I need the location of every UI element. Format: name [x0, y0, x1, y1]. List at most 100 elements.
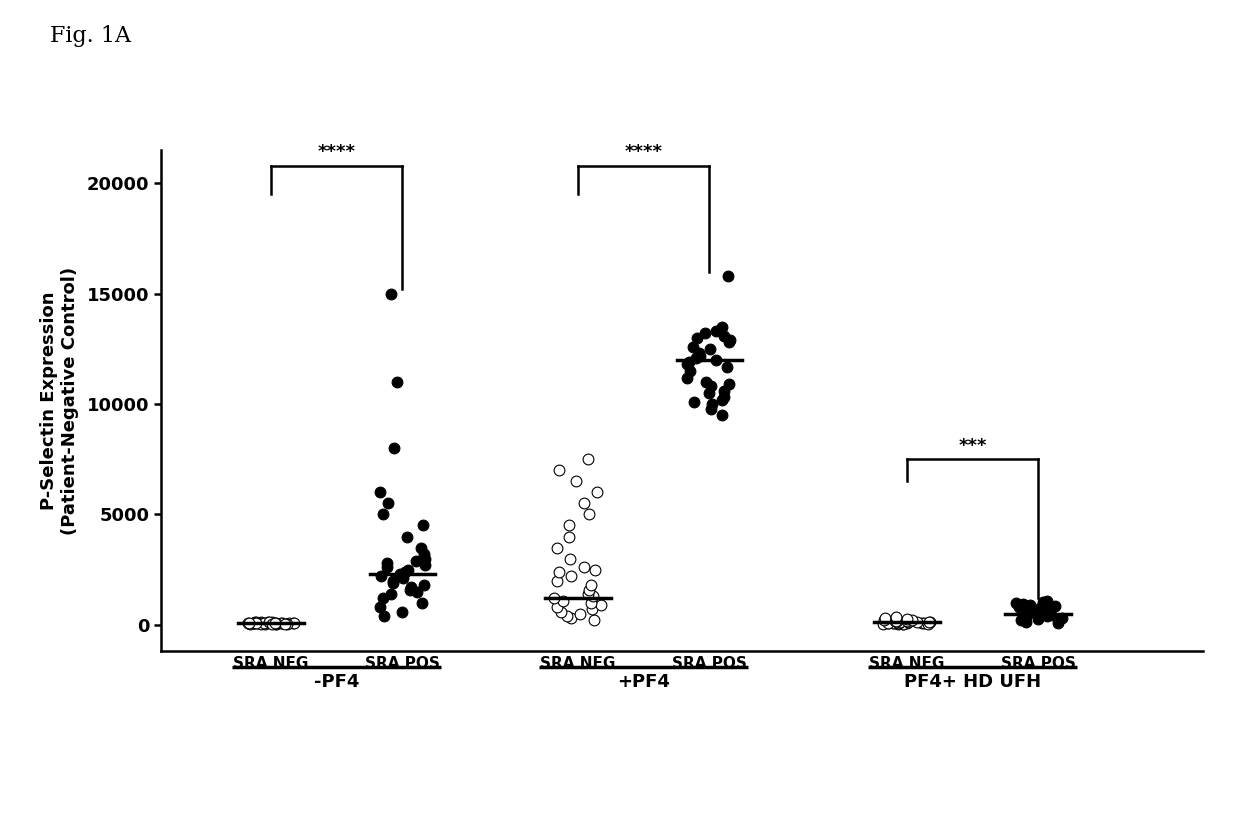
Point [1048, 616, 1068, 630]
Point [888, 617, 908, 630]
Point [583, 590, 603, 603]
Point [1037, 594, 1056, 607]
Point [890, 615, 910, 629]
Point [383, 574, 403, 587]
Point [887, 614, 906, 627]
Point [906, 615, 926, 629]
Point [373, 592, 393, 605]
Point [394, 565, 414, 579]
Point [874, 614, 894, 627]
Point [283, 616, 303, 630]
Point [719, 336, 739, 349]
Point [265, 616, 285, 630]
Point [247, 617, 267, 630]
Point [1019, 598, 1039, 611]
Point [238, 616, 258, 630]
Point [382, 287, 402, 301]
Point [412, 541, 432, 554]
Point [681, 364, 701, 377]
Point [884, 617, 904, 630]
Point [578, 453, 598, 466]
Point [547, 541, 567, 554]
Point [582, 596, 601, 610]
Point [246, 615, 265, 629]
Point [893, 617, 913, 630]
Point [898, 617, 918, 630]
Point [244, 616, 264, 630]
Point [687, 331, 707, 345]
Point [699, 342, 719, 356]
Point [247, 616, 267, 630]
Text: ****: **** [317, 144, 356, 161]
Point [702, 402, 722, 415]
Point [1012, 614, 1032, 627]
Point [888, 616, 908, 630]
Point [547, 574, 567, 587]
Point [718, 360, 738, 373]
Point [371, 486, 391, 499]
Point [387, 376, 407, 389]
Point [1007, 596, 1027, 610]
Point [567, 474, 587, 488]
Point [718, 270, 738, 283]
Point [1022, 605, 1042, 618]
Point [914, 616, 934, 630]
Point [919, 615, 939, 628]
Point [1035, 603, 1055, 616]
Point [267, 616, 286, 630]
Point [559, 552, 579, 565]
Point [549, 565, 569, 579]
Point [714, 391, 734, 404]
Point [887, 610, 906, 624]
Y-axis label: P-Selectin Expression
(Patient-Negative Control): P-Selectin Expression (Patient-Negative … [40, 266, 78, 535]
Point [878, 616, 898, 630]
Point [1039, 606, 1059, 620]
Point [1030, 601, 1050, 615]
Text: SRA NEG: SRA NEG [233, 655, 309, 671]
Point [244, 616, 264, 630]
Point [696, 376, 715, 389]
Point [591, 598, 611, 611]
Point [255, 617, 275, 630]
Point [893, 617, 913, 630]
Point [560, 569, 580, 583]
Text: SRA NEG: SRA NEG [869, 655, 945, 671]
Text: Fig. 1A: Fig. 1A [50, 25, 130, 47]
Point [889, 616, 909, 630]
Point [377, 556, 397, 569]
Point [254, 616, 274, 630]
Text: ***: *** [959, 437, 987, 455]
Point [706, 353, 725, 367]
Text: SRA POS: SRA POS [1001, 655, 1076, 671]
Point [378, 497, 398, 510]
Text: SRA POS: SRA POS [365, 655, 440, 671]
Point [680, 356, 699, 369]
Point [265, 617, 285, 630]
Text: SRA POS: SRA POS [672, 655, 746, 671]
Point [559, 519, 579, 532]
Point [393, 572, 413, 585]
Point [579, 508, 599, 521]
Point [683, 340, 703, 353]
Point [677, 371, 697, 384]
Point [574, 497, 594, 510]
Point [1008, 600, 1028, 614]
Point [885, 615, 905, 628]
Point [689, 347, 709, 360]
Point [559, 530, 579, 544]
Point [265, 617, 285, 630]
Text: ****: **** [625, 144, 662, 161]
Point [405, 554, 425, 568]
Point [415, 552, 435, 565]
Point [275, 617, 295, 630]
Point [712, 320, 732, 333]
Point [883, 616, 903, 630]
Point [583, 603, 603, 616]
Point [714, 329, 734, 342]
Point [1016, 615, 1035, 628]
Point [691, 349, 711, 362]
Point [898, 615, 918, 629]
Point [579, 583, 599, 596]
Point [284, 616, 304, 630]
Point [398, 563, 418, 576]
